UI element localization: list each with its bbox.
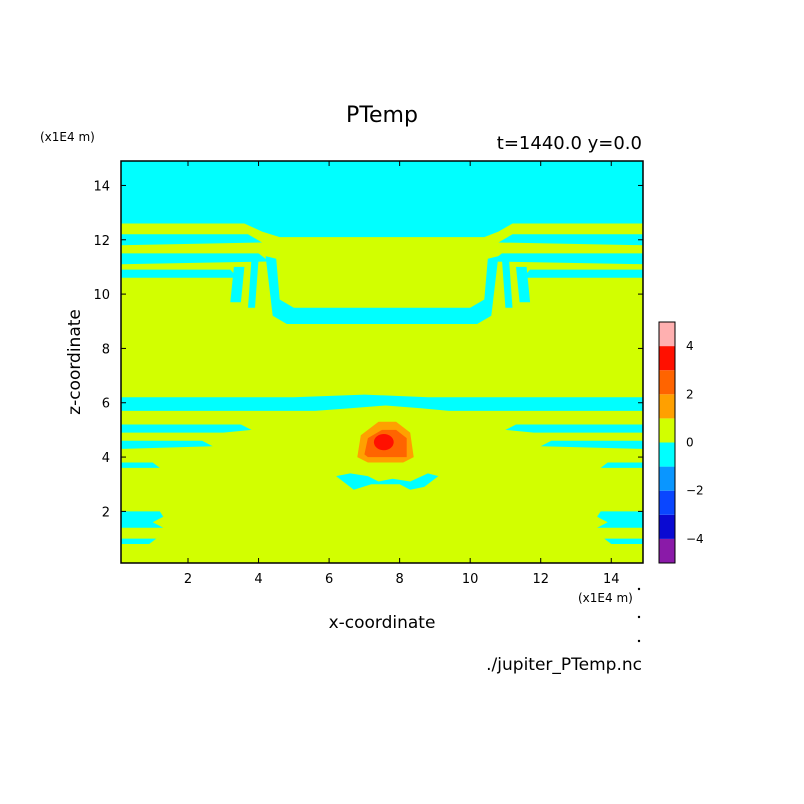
contour-left-streak: [248, 258, 259, 308]
y-axis-ticks: 2 4 6 8 10 12 14: [93, 179, 643, 520]
colorbar-swatch: [659, 490, 675, 515]
contour-bottom-left-patch: [121, 511, 164, 528]
x-unit-label: (x1E4 m): [578, 591, 633, 605]
y-tick-label: 10: [93, 288, 110, 303]
x-tick-label: 12: [532, 572, 549, 587]
colorbar-label: −4: [686, 532, 704, 546]
x-tick-label: 6: [325, 572, 333, 587]
x-axis-ticks: 2 4 6 8 10 12 14: [184, 161, 620, 587]
x-tick-label: 8: [395, 572, 403, 587]
contour-cool-patch: [336, 473, 439, 490]
y-unit-label: (x1E4 m): [40, 130, 95, 144]
contour-upper-layer: [121, 161, 643, 238]
contour-fields: [121, 161, 643, 563]
contour-central-band: [265, 256, 499, 324]
y-tick-label: 14: [93, 179, 110, 194]
time-label: t=1440.0 y=0.0: [497, 133, 642, 154]
colorbar-swatch: [659, 466, 675, 491]
colorbar-swatch: [659, 370, 675, 395]
x-tick-label: 2: [184, 572, 192, 587]
colorbar-label: −2: [686, 484, 704, 498]
contour-warm-core: [373, 434, 394, 451]
y-tick-label: 8: [102, 342, 110, 357]
colorbar-swatch: [659, 538, 675, 563]
y-tick-label: 6: [102, 397, 110, 412]
contour-right-stripe: [600, 462, 643, 468]
contour-right-streak: [501, 258, 513, 308]
dot-marker: [637, 639, 641, 643]
contour-right-stripe: [498, 234, 643, 246]
colorbar-frame: [658, 321, 676, 564]
colorbar-swatch: [659, 394, 675, 419]
contour-bottom-right-patch: [597, 511, 643, 528]
contour-right-stripe: [505, 424, 643, 433]
contour-right-stripe: [491, 253, 643, 265]
plot-frame: [120, 160, 644, 564]
plot-area: 2 4 6 8 10 12 14 2 4 6 8 10 12 14: [93, 160, 644, 587]
y-tick-label: 2: [102, 505, 110, 520]
x-axis-label: x-coordinate: [329, 613, 436, 633]
x-tick-label: 14: [603, 572, 620, 587]
x-tick-label: 4: [254, 572, 262, 587]
colorbar-swatch: [659, 442, 675, 467]
y-tick-label: 4: [102, 451, 110, 466]
contour-mid-layer: [121, 394, 643, 411]
contour-right-stripe: [523, 269, 643, 278]
colorbar: −4 −2 0 2 4: [658, 321, 704, 564]
contour-left-streak: [230, 266, 245, 303]
contour-left-stripe: [121, 424, 252, 433]
colorbar-swatch: [659, 418, 675, 443]
dot-marker: [637, 615, 641, 619]
colorbar-label: 4: [686, 339, 694, 353]
chart-title: PTemp: [346, 103, 418, 128]
y-axis-label: z-coordinate: [65, 309, 85, 415]
colorbar-swatch: [659, 346, 675, 371]
contour-right-stripe: [540, 440, 643, 449]
contour-bottom-right-patch: [604, 538, 643, 544]
contour-left-stripe: [121, 269, 238, 278]
colorbar-label: 0: [686, 436, 694, 450]
contour-left-stripe: [121, 462, 160, 468]
colorbar-label: 2: [686, 387, 694, 401]
contour-right-streak: [516, 266, 531, 303]
source-file-label: ./jupiter_PTemp.nc: [486, 655, 642, 675]
contour-left-stripe: [121, 440, 213, 449]
colorbar-swatch: [659, 514, 675, 539]
colorbar-swatch: [659, 322, 675, 347]
contour-bottom-left-patch: [121, 538, 157, 544]
x-tick-label: 10: [462, 572, 479, 587]
y-tick-label: 12: [93, 234, 110, 249]
contour-left-stripe: [121, 253, 270, 265]
dot-marker: [637, 587, 641, 591]
contour-left-stripe: [121, 234, 263, 246]
